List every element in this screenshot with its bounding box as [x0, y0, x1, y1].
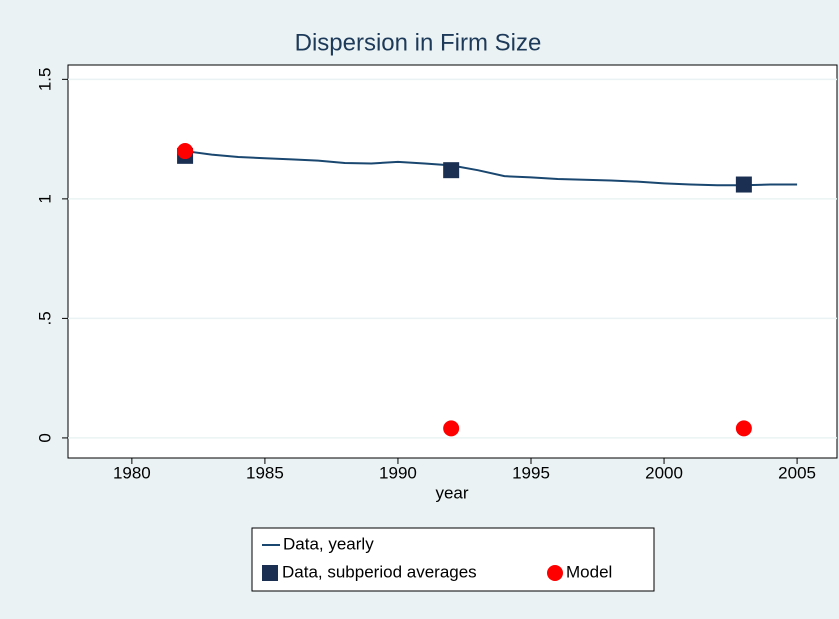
y-tick-label: 1.5 — [35, 68, 54, 92]
circle-marker — [443, 420, 460, 437]
x-tick-label: 1985 — [246, 463, 284, 482]
x-tick-label: 1990 — [379, 463, 417, 482]
square-marker — [735, 176, 752, 193]
x-axis-label: year — [435, 483, 468, 502]
x-tick-label: 1995 — [512, 463, 550, 482]
legend — [251, 527, 655, 592]
data-line — [184, 150, 798, 187]
legend-label: Data, yearly — [283, 534, 374, 553]
x-tick-label: 2000 — [645, 463, 683, 482]
x-tick-label: 1980 — [113, 463, 151, 482]
plot-area — [67, 64, 838, 459]
circle-marker — [177, 143, 194, 160]
y-tick-label: 0 — [35, 433, 54, 442]
legend-label: Data, subperiod averages — [282, 562, 477, 581]
y-tick-label: 1 — [35, 194, 54, 203]
legend-label: Model — [566, 562, 612, 581]
legend-symbol — [262, 565, 278, 581]
circle-marker — [735, 420, 752, 437]
x-tick-label: 2005 — [778, 463, 816, 482]
legend-symbol — [547, 565, 563, 581]
chart-title: Dispersion in Firm Size — [295, 29, 542, 56]
square-marker — [443, 162, 460, 179]
y-tick-label: .5 — [35, 311, 54, 325]
